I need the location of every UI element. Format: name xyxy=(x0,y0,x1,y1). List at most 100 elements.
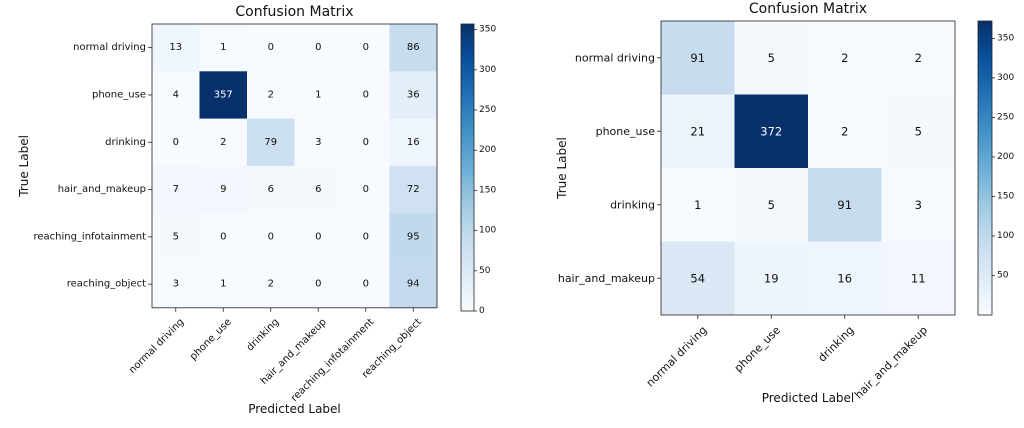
cell-value-label: 2 xyxy=(268,279,274,290)
colorbar-tick-label: 300 xyxy=(479,65,496,75)
cell-value-label: 11 xyxy=(911,271,926,285)
heatmap-cell xyxy=(734,94,809,169)
heatmap-cell xyxy=(734,241,809,316)
cell-value-label: 5 xyxy=(173,231,179,242)
y-tick-label: hair_and_makeup xyxy=(58,184,146,195)
heatmap-cell xyxy=(294,118,343,167)
x-tick-label: normal driving xyxy=(644,324,710,390)
heatmap-cell xyxy=(734,168,809,242)
heatmap-cell xyxy=(152,71,200,119)
cell-value-label: 0 xyxy=(315,279,321,290)
heatmap-cell xyxy=(881,241,956,316)
cell-value-label: 2 xyxy=(915,51,922,65)
y-tick-label: reaching_object xyxy=(67,279,146,290)
heatmap-cell xyxy=(389,165,438,214)
x-tick-label: drinking xyxy=(816,324,857,365)
cell-value-label: 3 xyxy=(315,137,321,148)
heatmap-cell xyxy=(389,213,438,261)
heatmap-cell xyxy=(734,21,809,95)
heatmap-cell xyxy=(247,165,295,214)
heatmap-cell xyxy=(661,94,735,169)
heatmap-cell xyxy=(342,71,390,119)
colorbar-tick-label: 350 xyxy=(479,25,496,35)
cell-value-label: 357 xyxy=(214,89,233,100)
cell-value-label: 3 xyxy=(173,279,179,290)
cell-value-label: 19 xyxy=(764,271,779,285)
cell-value-label: 16 xyxy=(837,271,852,285)
cell-value-label: 0 xyxy=(363,231,369,242)
heatmap-cell xyxy=(342,24,390,72)
heatmap-cell xyxy=(389,24,438,72)
heatmap-cell xyxy=(342,260,390,309)
cell-value-label: 0 xyxy=(220,231,226,242)
confusion-matrix-2: Confusion Matrix 91 5 2 2 21 372 2 5 1 5 91 3 54 19 16 1… xyxy=(555,1,1014,405)
heatmap-cell xyxy=(247,213,295,261)
y-axis-label: True Label xyxy=(17,135,31,198)
colorbar-tick-label: 100 xyxy=(479,226,496,236)
heatmap-cell xyxy=(808,168,882,242)
x-tick-label: hair_and_makeup xyxy=(852,324,930,402)
matrix-frame xyxy=(660,20,956,316)
colorbar-tick-label: 50 xyxy=(997,270,1009,280)
cell-value-label: 79 xyxy=(264,137,277,148)
heatmap-cell xyxy=(247,118,295,167)
x-axis-label: Predicted Label xyxy=(762,391,855,405)
cell-value-label: 0 xyxy=(363,279,369,290)
cell-value-label: 0 xyxy=(363,184,369,195)
cell-value-label: 91 xyxy=(690,51,705,65)
x-tick-label: reaching_infotainment xyxy=(289,317,376,404)
cell-value-label: 0 xyxy=(268,42,274,53)
cell-value-label: 0 xyxy=(315,42,321,53)
heatmap-cell xyxy=(199,24,248,72)
heatmap-cell xyxy=(152,118,200,167)
cell-value-label: 36 xyxy=(407,89,420,100)
x-tick-label: phone_use xyxy=(732,323,783,374)
cell-value-label: 1 xyxy=(220,279,226,290)
heatmap-cell xyxy=(199,260,248,309)
cell-value-label: 1 xyxy=(315,89,321,100)
cell-value-label: 2 xyxy=(841,124,848,138)
heatmap-cell xyxy=(152,24,200,72)
cell-value-label: 5 xyxy=(768,198,775,212)
cell-value-label: 86 xyxy=(407,42,420,53)
cell-value-label: 6 xyxy=(315,184,321,195)
heatmap-cell xyxy=(881,21,956,95)
cell-value-label: 16 xyxy=(407,137,420,148)
heatmap-cell xyxy=(294,213,343,261)
heatmap-cell xyxy=(199,118,248,167)
heatmap-cell xyxy=(661,241,735,316)
colorbar-tick-label: 250 xyxy=(997,112,1014,122)
cell-value-label: 54 xyxy=(690,271,705,285)
cell-value-label: 2 xyxy=(268,89,274,100)
colorbar-tick-label: 250 xyxy=(479,105,496,115)
x-tick-label: normal driving xyxy=(127,317,186,376)
colorbar-tick-label: 150 xyxy=(479,185,496,195)
cell-value-label: 94 xyxy=(407,279,420,290)
cell-value-label: 72 xyxy=(407,184,420,195)
heatmap-cell xyxy=(661,21,735,95)
cell-value-label: 3 xyxy=(915,198,922,212)
heatmap-cell xyxy=(199,165,248,214)
cell-value-label: 6 xyxy=(268,184,274,195)
heatmap-cell xyxy=(152,213,200,261)
y-tick-label: normal driving xyxy=(575,51,655,64)
y-tick-label: normal driving xyxy=(73,42,146,53)
heatmap-cell xyxy=(152,165,200,214)
colorbar-tick-label: 200 xyxy=(997,152,1014,162)
y-tick-label: drinking xyxy=(610,198,655,211)
colorbar xyxy=(977,20,993,316)
colorbar-tick-label: 200 xyxy=(479,145,496,155)
cell-value-label: 13 xyxy=(169,42,182,53)
heatmap-cell xyxy=(294,260,343,309)
colorbar-tick-label: 100 xyxy=(997,231,1014,241)
matrix-frame xyxy=(151,23,438,309)
colorbar-tick-label: 300 xyxy=(997,73,1014,83)
x-tick-label: drinking xyxy=(245,317,282,354)
heatmap-cell xyxy=(881,94,956,169)
x-axis-label: Predicted Label xyxy=(248,402,341,416)
y-tick-label: phone_use xyxy=(596,125,656,138)
cell-value-label: 1 xyxy=(694,198,701,212)
cell-value-label: 0 xyxy=(363,42,369,53)
